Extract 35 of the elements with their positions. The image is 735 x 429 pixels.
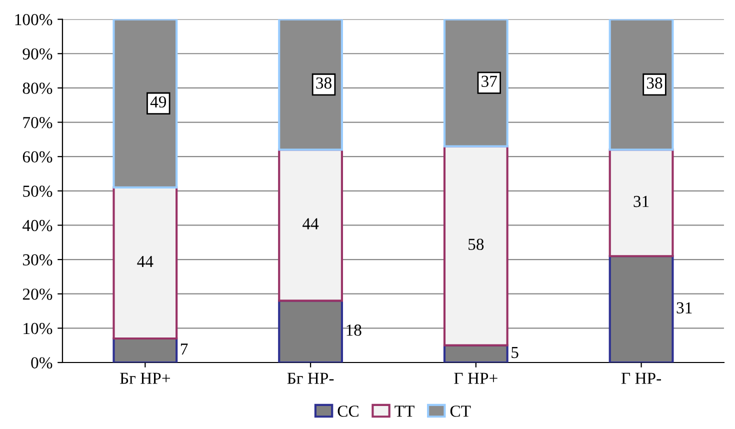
data-label: 31 xyxy=(676,302,692,314)
x-tick-label: Г HP+ xyxy=(454,372,498,384)
bar xyxy=(112,337,178,363)
data-label: 31 xyxy=(634,196,649,208)
y-tick-label: 100% xyxy=(15,14,52,26)
bar xyxy=(443,145,508,346)
y-tick-label: 70% xyxy=(23,116,52,128)
y-tick-label: 40% xyxy=(22,220,52,232)
y-tick-label: 80% xyxy=(22,82,52,94)
legend-label: CC xyxy=(338,406,358,417)
x-tick-label: Г HP- xyxy=(621,372,662,384)
data-label: 38 xyxy=(316,77,332,89)
y-tick-label: 30% xyxy=(23,254,52,266)
x-tick-label: Бг HP+ xyxy=(120,372,170,384)
data-label: 38 xyxy=(646,77,662,89)
bar xyxy=(112,186,178,340)
y-tick-label: 90% xyxy=(22,48,52,60)
bar xyxy=(278,148,344,302)
data-label: 44 xyxy=(137,256,154,267)
legend-label: TT xyxy=(394,406,414,417)
bar xyxy=(608,148,674,258)
data-label: 7 xyxy=(180,344,188,354)
data-label: 49 xyxy=(150,96,166,108)
y-tick-label: 10% xyxy=(24,322,52,334)
data-label: 37 xyxy=(482,76,497,87)
data-label: 44 xyxy=(302,218,319,230)
y-tick-label: 50% xyxy=(23,186,52,197)
legend-label: CT xyxy=(450,406,471,417)
y-tick-label: 0% xyxy=(31,357,52,369)
data-label: 58 xyxy=(468,238,484,250)
data-label: 18 xyxy=(346,324,362,336)
y-tick-label: 60% xyxy=(22,151,52,163)
x-tick-label: Бг HP- xyxy=(287,372,334,384)
data-label: 5 xyxy=(512,347,518,358)
y-tick-label: 20% xyxy=(22,288,52,300)
